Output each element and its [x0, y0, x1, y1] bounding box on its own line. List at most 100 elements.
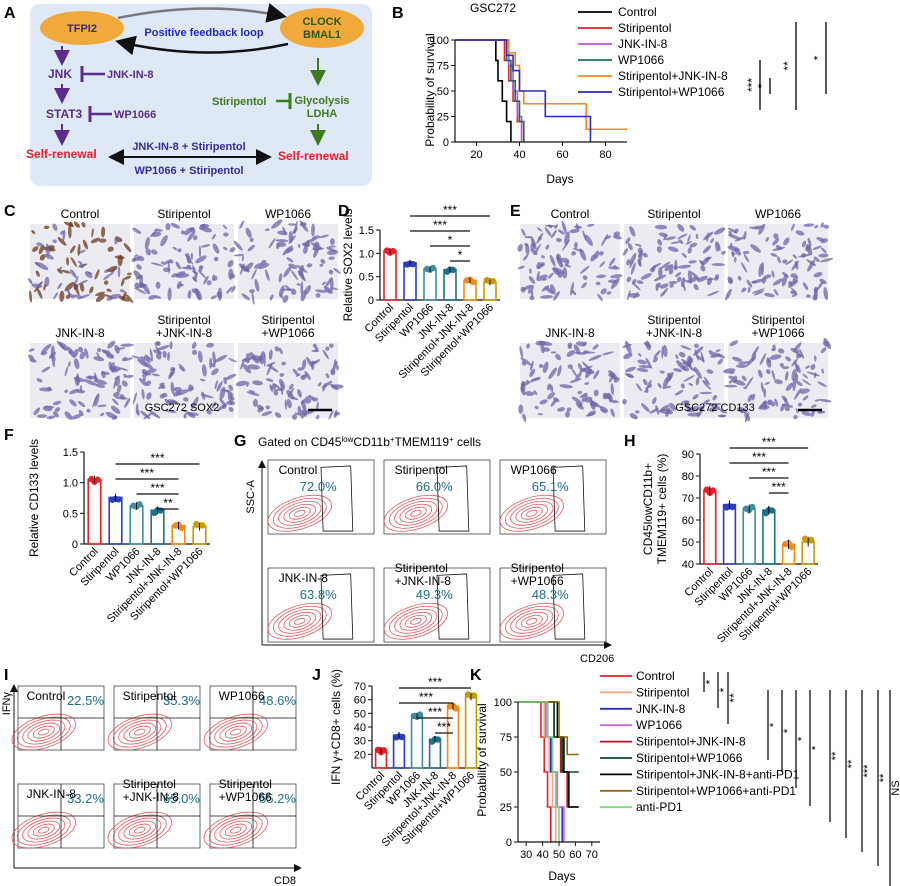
panel-e-nucleus: [703, 231, 714, 241]
panel-e-nucleus: [654, 224, 668, 230]
panel-d-point: [469, 278, 477, 286]
panel-e-nucleus: [637, 359, 647, 365]
panel-e-nucleus: [556, 237, 562, 243]
panel-e-nucleus: [544, 227, 552, 237]
panel-b: B GSC272 Probability of survival Days 0 2…: [392, 1, 827, 186]
panel-c-nucleus: [105, 411, 118, 420]
panel-e-nucleus: [662, 344, 668, 358]
panel-g-contour: [499, 494, 564, 532]
panel-c-nucleus: [229, 247, 236, 253]
panel-c-nucleus: [284, 284, 291, 292]
panel-c-nucleus: [77, 400, 86, 408]
panel-i-value-4: 65.0%: [163, 791, 200, 806]
panel-e-nucleus: [680, 383, 685, 389]
panel-e-nucleus: [743, 254, 750, 263]
panel-e-nucleus: [728, 230, 733, 236]
panel-i-contour: [208, 716, 263, 748]
panel-e-nucleus: [717, 358, 723, 365]
panel-c-nucleus: [290, 269, 299, 281]
panel-e-nucleus: [582, 341, 587, 347]
panel-c-nucleus: [140, 410, 151, 420]
panel-c-nucleus: [248, 389, 256, 393]
panel-e-nucleus: [638, 365, 652, 369]
panel-e-nucleus: [645, 357, 652, 369]
panel-k-xtick-label: 50: [553, 849, 565, 861]
panel-e-nucleus: [529, 368, 536, 377]
panel-c-nucleus: [69, 269, 77, 278]
panel-c-nucleus: [54, 407, 60, 413]
panel-c-label-5-line: +WP1066: [261, 326, 314, 340]
panel-c-nucleus: [69, 245, 76, 254]
panel-i-contour: [128, 725, 151, 739]
panel-c-nucleus: [297, 243, 301, 248]
panel-c-nucleus: [322, 349, 329, 360]
panel-c-nucleus: [63, 221, 75, 228]
panel-g-label-0-line: Control: [279, 463, 318, 477]
panel-c-image-bg: [134, 224, 234, 299]
panel-c-nucleus: [224, 373, 237, 380]
panel-e-nucleus: [712, 394, 718, 401]
panel-e-nucleus: [819, 398, 832, 403]
panel-g-contour: [515, 503, 549, 523]
panel-k-sig-label: *: [782, 728, 794, 733]
panel-c-nucleus: [33, 407, 41, 416]
panel-e-nucleus: [719, 409, 728, 414]
panel-c-nucleus: [212, 243, 220, 254]
node-tfpi2: [40, 11, 124, 45]
panel-e-nucleus: [610, 277, 620, 289]
panel-f-point: [94, 476, 101, 483]
panel-e-nucleus: [767, 399, 776, 407]
panel-c-nucleus: [101, 349, 113, 358]
panel-c-nucleus: [186, 252, 191, 264]
panel-e-nucleus: [584, 234, 593, 246]
panel-c-nucleus: [79, 283, 85, 292]
panel-c-nucleus: [217, 287, 223, 301]
panel-c-nucleus: [39, 387, 53, 392]
panel-e-nucleus: [703, 399, 710, 405]
panel-g-contour: [404, 614, 427, 628]
panel-i-plot-3: 33.2%: [11, 783, 105, 849]
panel-c-nucleus: [94, 393, 100, 407]
panel-e-nucleus: [599, 261, 606, 268]
panel-b-plot: 0 25 50 75 100 20 40 60 80: [431, 35, 627, 161]
panel-c-nucleus: [269, 384, 274, 392]
panel-c-nucleus: [212, 274, 215, 282]
panel-c-nucleus: [291, 414, 298, 420]
panel-e-nucleus: [816, 281, 824, 291]
panel-c-nucleus: [52, 223, 58, 231]
panel-e-nucleus: [582, 230, 587, 241]
panel-e-nucleus: [687, 357, 694, 365]
panel-e-nucleus: [814, 399, 821, 402]
panel-i-plot-5: 55.2%: [203, 783, 297, 849]
panel-e-nucleus: [814, 355, 817, 362]
panel-k-xtick-label: 40: [536, 849, 548, 861]
panel-b-legend-label: JNK-IN-8: [618, 37, 668, 51]
panel-e-nucleus: [699, 391, 713, 395]
panel-c-nucleus: [176, 389, 189, 396]
panel-c-nucleus: [249, 351, 259, 364]
panel-c-image-5: [235, 343, 344, 420]
node-jnk: JNK: [48, 67, 72, 81]
panel-e-nucleus: [554, 224, 558, 230]
panel-b-ytick-label: 50: [437, 86, 449, 98]
panel-e-nucleus: [763, 388, 767, 398]
panel-letter-b: B: [392, 5, 404, 22]
panel-e-nucleus: [799, 348, 805, 359]
panel-g-gate: [320, 465, 354, 532]
panel-k-legend-label: anti-PD1: [636, 800, 683, 814]
panel-e-nucleus: [628, 292, 641, 298]
panel-i-contour: [230, 826, 242, 834]
panel-e-nucleus: [792, 275, 799, 284]
panel-c-nucleus: [252, 398, 258, 407]
panel-g-value-1: 66.0%: [416, 479, 453, 494]
panel-e-nucleus: [792, 378, 797, 391]
panel-e-nucleus: [817, 381, 827, 387]
panel-f-sig-label: **: [163, 496, 173, 510]
panel-e-nucleus: [715, 349, 721, 352]
panel-b-legend-label: WP1066: [618, 53, 664, 67]
panel-e-nucleus: [566, 407, 572, 412]
panel-e-nucleus: [750, 244, 761, 253]
panel-i-contour: [123, 722, 157, 742]
panel-c-nucleus: [43, 253, 54, 260]
panel-i-contour: [27, 722, 61, 742]
